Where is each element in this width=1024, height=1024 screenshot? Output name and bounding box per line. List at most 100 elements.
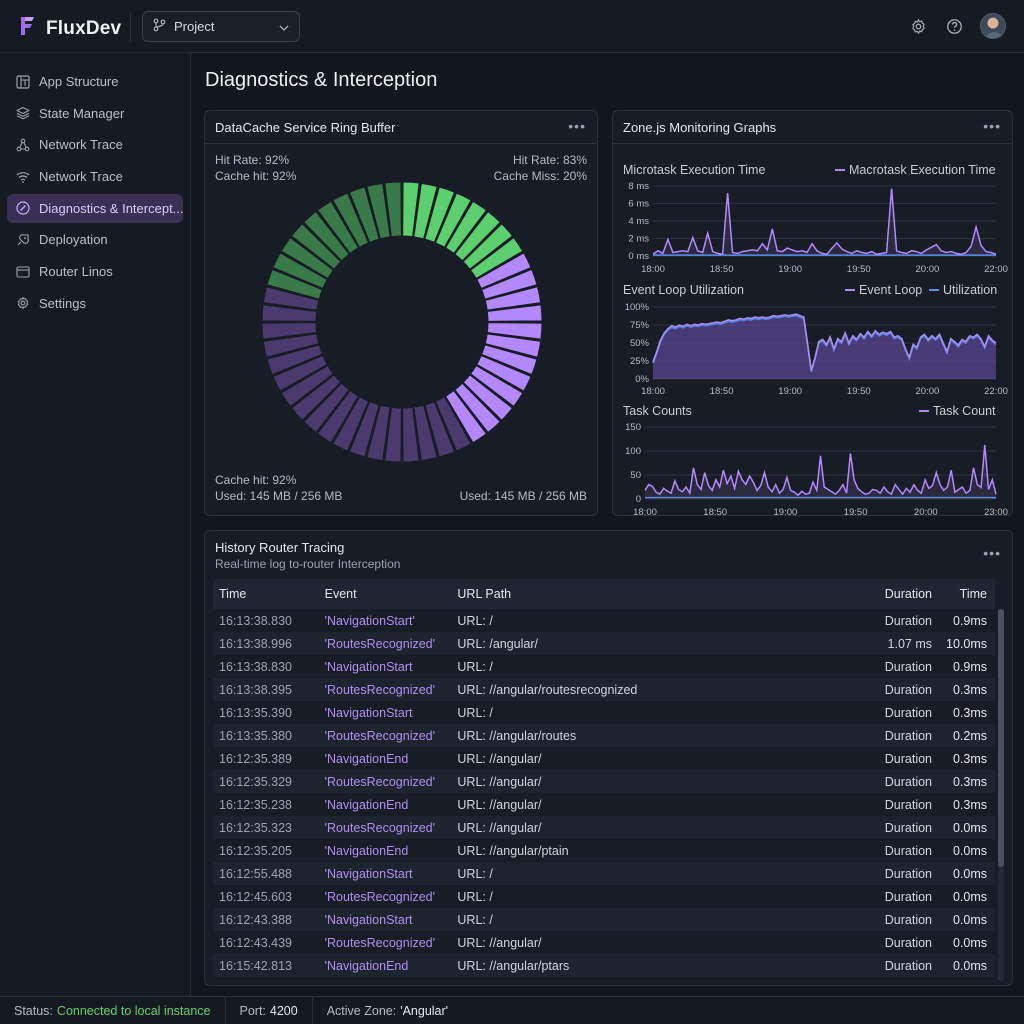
table-row[interactable]: 16:15:42.813 'NavigationEnd URL: //angular… xyxy=(213,954,995,977)
row-url: URL: //angular/ptain xyxy=(457,843,569,858)
ring-segment xyxy=(266,344,323,376)
y-tick-label: 50 xyxy=(630,470,641,481)
sidebar-item-label: Network Trace xyxy=(39,169,123,185)
y-tick-label: 25% xyxy=(630,356,650,367)
more-icon[interactable]: ••• xyxy=(983,545,1001,561)
divider xyxy=(130,12,131,42)
sidebar-item-state-manager[interactable]: State Manager xyxy=(7,99,183,128)
gear-icon[interactable] xyxy=(908,16,928,36)
col-event[interactable]: Event xyxy=(324,587,357,601)
app-logo[interactable]: FluxDev xyxy=(16,14,121,43)
avatar[interactable] xyxy=(980,13,1006,39)
ring-segment xyxy=(366,182,391,240)
help-icon[interactable] xyxy=(944,16,964,36)
row-time-ms: 0.0ms xyxy=(952,866,987,881)
ring-segment xyxy=(469,364,524,408)
col-time[interactable]: Time xyxy=(219,587,247,601)
table-row[interactable]: 16:12:35.389 'NavigationEnd URL: //angular… xyxy=(213,747,995,770)
ring-segment xyxy=(486,304,543,322)
ring-segment xyxy=(424,186,456,243)
table-row[interactable]: 16:12:35.323 'RoutesRecognized' URL: //ang… xyxy=(213,816,995,839)
deploy-icon xyxy=(16,233,30,247)
row-url: URL: / xyxy=(457,912,493,927)
ring-segment xyxy=(434,396,472,452)
row-event: 'RoutesRecognized' xyxy=(324,682,436,697)
table-row[interactable]: 16:12:43.388 'NavigationStart URL: / Durati… xyxy=(213,908,995,931)
sidebar-item-deployation[interactable]: Deployation xyxy=(7,225,183,254)
x-tick-label: 22:00 xyxy=(984,264,1008,275)
table-row[interactable]: 16:13:38.830 'NavigationStart URL: / Durati… xyxy=(213,655,995,678)
row-time-ms: 0.3ms xyxy=(952,705,987,720)
row-duration: Duration xyxy=(884,613,932,628)
ring-segment xyxy=(462,223,514,270)
ring-buffer-chart xyxy=(261,181,543,463)
row-duration: Duration xyxy=(884,843,932,858)
table-row[interactable]: 16:13:38.830 'NavigationStart' URL: / Durat… xyxy=(213,609,995,632)
project-selector[interactable]: Project xyxy=(142,11,300,42)
table-row[interactable]: 16:12:35.329 'RoutesRecognized' URL: //ang… xyxy=(213,770,995,793)
table-row[interactable]: 16:13:35.390 'NavigationStart URL: / Durati… xyxy=(213,701,995,724)
row-time-ms: 0.0ms xyxy=(952,912,987,927)
ring-segment xyxy=(316,389,360,444)
ring-segment xyxy=(272,354,328,392)
table-row[interactable]: 16:12:43.439 'RoutesRecognized' URL: //ang… xyxy=(213,931,995,954)
col-url[interactable]: URL Path xyxy=(457,587,512,601)
zone-charts: Microtask Execution Time Macrotask Execut… xyxy=(623,163,1008,516)
ring-segment xyxy=(444,389,488,444)
sidebar-item-network-trace-2[interactable]: Network Trace xyxy=(7,162,183,191)
row-url: URL: //angular/routes xyxy=(457,728,577,743)
table-row[interactable]: 16:12:35.205 'NavigationEnd URL: //angular… xyxy=(213,839,995,862)
table-body: 16:13:38.830 'NavigationStart' URL: / Durat… xyxy=(213,609,995,977)
col-duration[interactable]: Duration xyxy=(884,587,932,601)
ring-segment xyxy=(303,382,350,434)
sidebar-item-app-structure[interactable]: App Structure xyxy=(7,67,183,96)
more-icon[interactable]: ••• xyxy=(983,118,1001,134)
table-row[interactable]: 16:12:55.488 'NavigationStart URL: / Durati… xyxy=(213,862,995,885)
card-title: Zone.js Monitoring Graphs xyxy=(623,120,777,135)
history-table: Time Event URL Path Duration Time 16:13:… xyxy=(213,579,1002,979)
scrollbar-thumb[interactable] xyxy=(998,609,1004,867)
series-line-event-loop xyxy=(652,313,997,371)
sidebar-item-diagnostics[interactable]: Diagnostics & Intercept... xyxy=(7,193,184,223)
sidebar-item-router-linos[interactable]: Router Linos xyxy=(7,257,183,286)
row-duration: Duration xyxy=(884,797,932,812)
row-duration: Duration xyxy=(884,912,932,927)
row-time: 16:15:42.813 xyxy=(219,958,292,973)
y-tick-label: 6 ms xyxy=(628,199,649,210)
row-duration: Duration xyxy=(884,820,932,835)
row-url: URL: //angular/routesrecognized xyxy=(457,682,638,697)
ring-segment xyxy=(454,210,501,262)
status-label: Status: xyxy=(14,1003,53,1018)
row-event: 'RoutesRecognized' xyxy=(324,935,436,950)
x-tick-label: 19:00 xyxy=(778,386,802,397)
y-tick-label: 100 xyxy=(625,446,641,457)
sidebar-item-settings[interactable]: Settings xyxy=(7,289,183,318)
row-time-ms: 0.0ms xyxy=(952,889,987,904)
sidebar-item-label: Deployation xyxy=(39,232,108,248)
row-event: 'NavigationEnd xyxy=(324,843,409,858)
table-row[interactable]: 16:12:35.238 'NavigationEnd URL: //angular… xyxy=(213,793,995,816)
ring-segment xyxy=(484,286,542,311)
row-url: URL: / xyxy=(457,659,493,674)
table-row[interactable]: 16:12:45.603 'RoutesRecognized' URL: / Dura… xyxy=(213,885,995,908)
ring-segment xyxy=(424,401,456,458)
table-row[interactable]: 16:13:38.395 'RoutesRecognized' URL: //ang… xyxy=(213,678,995,701)
y-tick-label: 0% xyxy=(635,374,649,385)
ring-segment xyxy=(303,210,350,262)
row-time: 16:13:38.830 xyxy=(219,659,292,674)
col-time-ms[interactable]: Time xyxy=(959,587,987,601)
series-line-utilization xyxy=(652,314,997,373)
more-icon[interactable]: ••• xyxy=(568,118,586,134)
x-tick-label: 18:50 xyxy=(703,507,727,516)
row-time: 16:12:35.323 xyxy=(219,820,292,835)
app-structure-icon xyxy=(16,74,30,89)
table-row[interactable]: 16:13:35.380 'RoutesRecognized' URL: //ang… xyxy=(213,724,995,747)
table-scrollbar[interactable] xyxy=(998,609,1004,981)
row-event: 'NavigationEnd xyxy=(324,958,409,973)
table-row[interactable]: 16:13:38.996 'RoutesRecognized' URL: /angu… xyxy=(213,632,995,655)
sidebar-item-label: Router Linos xyxy=(39,264,113,280)
sidebar-item-label: Settings xyxy=(39,295,86,311)
sidebar-item-network-trace[interactable]: Network Trace xyxy=(7,130,183,159)
y-tick-label: 50% xyxy=(630,338,650,349)
x-tick-label: 18:50 xyxy=(710,386,734,397)
